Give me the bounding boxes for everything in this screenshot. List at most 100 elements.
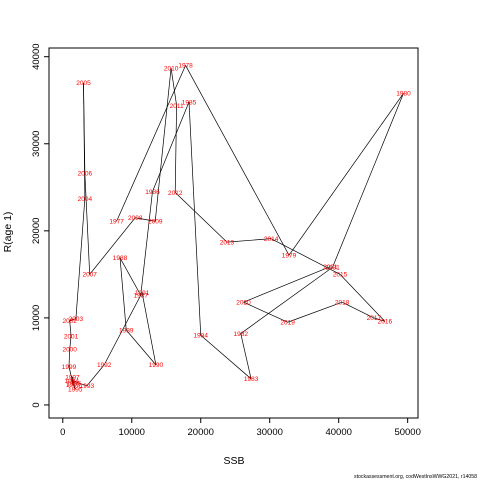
- path-segment: [174, 192, 228, 243]
- year-label-2013: 2013: [220, 239, 235, 246]
- path-segment: [240, 333, 252, 379]
- path-segment: [68, 349, 71, 367]
- path-segment: [373, 317, 385, 322]
- x-tick-label: 0: [60, 427, 65, 438]
- trajectory-path: [68, 65, 404, 390]
- path-segment: [83, 82, 86, 174]
- y-tick-label: 0: [31, 402, 42, 407]
- path-segment: [170, 67, 177, 106]
- path-segment: [140, 191, 153, 296]
- year-label-2000: 2000: [62, 347, 77, 354]
- y-tick-label: 30000: [31, 131, 42, 157]
- path-segment: [141, 292, 157, 365]
- x-tick-label: 20000: [188, 427, 214, 438]
- year-label-1994: 1994: [65, 378, 80, 385]
- path-segment: [174, 105, 177, 193]
- path-segment: [84, 173, 91, 275]
- year-label-1996: 1996: [67, 380, 82, 387]
- path-segment: [119, 257, 127, 331]
- year-label-2014: 2014: [264, 236, 279, 243]
- x-tick-label: 30000: [256, 427, 282, 438]
- year-label-2009: 2009: [148, 219, 163, 226]
- year-label-1985: 1985: [182, 99, 197, 106]
- year-label-2016: 2016: [378, 319, 393, 326]
- year-label-1991: 1991: [135, 290, 150, 297]
- source-caption: stockassessment.org, codWestInsWWG2021, …: [354, 474, 477, 480]
- year-label-2004: 2004: [78, 196, 93, 203]
- y-axis: 0 10000 20000 30000 40000: [31, 43, 50, 408]
- path-segment: [243, 301, 288, 323]
- year-label-1987: 1987: [133, 293, 148, 300]
- path-segment: [152, 101, 190, 192]
- year-label-1999: 1999: [62, 364, 77, 371]
- year-label-2005: 2005: [76, 80, 91, 87]
- year-labels: 1977 1978 1979 1980 1981 1982 1983 1984 1985 1986…: [62, 63, 411, 394]
- x-tick-label: 10000: [119, 427, 145, 438]
- year-label-2003: 2003: [69, 316, 84, 323]
- x-axis: 0 10000 20000 30000 40000 50000: [60, 417, 421, 438]
- path-segment: [188, 101, 202, 336]
- path-segment: [68, 366, 74, 385]
- year-label-2021: 2021: [323, 264, 338, 271]
- path-segment: [200, 335, 252, 380]
- path-segment: [89, 217, 136, 275]
- year-label-1995: 1995: [68, 387, 83, 394]
- year-label-1978: 1978: [178, 63, 193, 70]
- year-label-1998: 1998: [66, 382, 81, 389]
- year-label-1982: 1982: [234, 331, 249, 338]
- y-tick-label: 10000: [31, 305, 42, 331]
- year-label-2006: 2006: [78, 171, 93, 178]
- path-segment: [341, 301, 375, 319]
- path-segment: [116, 65, 186, 222]
- year-label-2007: 2007: [82, 272, 97, 279]
- path-segment: [240, 267, 333, 334]
- path-segment: [288, 93, 404, 256]
- year-label-2020: 2020: [236, 300, 251, 307]
- year-label-1983: 1983: [244, 376, 259, 383]
- path-segment: [75, 198, 86, 319]
- path-segment: [287, 301, 343, 323]
- path-segment: [226, 238, 272, 243]
- path-segment: [69, 336, 72, 350]
- path-segment: [339, 274, 386, 322]
- year-label-2015: 2015: [333, 272, 348, 279]
- y-tick-label: 40000: [31, 43, 42, 69]
- path-segment: [73, 383, 76, 390]
- year-label-1979: 1979: [282, 253, 297, 260]
- path-segment: [135, 217, 156, 222]
- year-label-1981: 1981: [325, 265, 340, 272]
- year-label-1988: 1988: [113, 255, 128, 262]
- year-label-1993: 1993: [80, 383, 95, 390]
- path-segment: [71, 380, 88, 387]
- year-label-1997: 1997: [65, 374, 80, 381]
- path-segment: [125, 329, 157, 366]
- path-segment: [69, 318, 76, 321]
- path-segment: [86, 364, 105, 387]
- x-tick-label: 40000: [325, 427, 351, 438]
- year-label-1980: 1980: [396, 91, 411, 98]
- year-label-2011: 2011: [170, 103, 184, 110]
- year-label-1992: 1992: [97, 362, 112, 369]
- year-label-2012: 2012: [168, 190, 183, 197]
- path-segment: [119, 257, 142, 296]
- path-segment: [270, 238, 341, 275]
- path-segment: [103, 292, 143, 366]
- year-label-2019: 2019: [280, 320, 295, 327]
- year-label-1984: 1984: [194, 333, 209, 340]
- path-segment: [332, 93, 404, 268]
- path-segment: [243, 266, 331, 303]
- year-label-1986: 1986: [145, 189, 160, 196]
- year-label-2008: 2008: [128, 215, 143, 222]
- year-label-2001: 2001: [64, 333, 79, 340]
- year-label-1990: 1990: [149, 362, 164, 369]
- year-label-1977: 1977: [109, 219, 124, 226]
- year-label-2002: 2002: [62, 318, 77, 325]
- year-label-2017: 2017: [367, 315, 382, 322]
- path-segment: [154, 67, 172, 222]
- path-segment: [69, 320, 72, 337]
- year-label-2010: 2010: [164, 65, 179, 72]
- year-label-1989: 1989: [119, 327, 134, 334]
- x-axis-title: SSB: [223, 455, 244, 467]
- year-label-2018: 2018: [335, 300, 350, 307]
